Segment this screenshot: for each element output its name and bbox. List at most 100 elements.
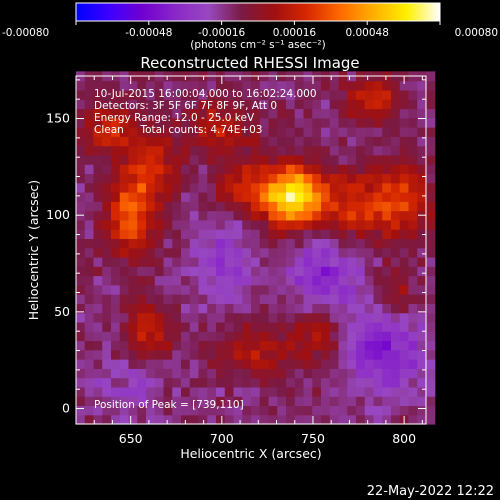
heatmap-cell: [329, 201, 340, 212]
heatmap-cell: [111, 294, 121, 304]
heatmap-cell: [207, 266, 217, 277]
heatmap-cell: [338, 368, 348, 379]
heatmap-cell: [329, 210, 340, 221]
heatmap-cell: [76, 127, 86, 137]
heatmap-cell: [347, 359, 357, 369]
heatmap-cell: [303, 173, 313, 184]
heatmap-cell: [233, 396, 243, 407]
heatmap-cell: [102, 331, 112, 342]
heatmap-cell: [128, 201, 138, 212]
heatmap-cell: [198, 210, 208, 221]
heatmap-cell: [373, 266, 383, 277]
heatmap-cell: [76, 80, 86, 91]
heatmap-cell: [391, 182, 401, 193]
heatmap-cell: [373, 396, 383, 407]
heatmap-cell: [102, 396, 112, 407]
heatmap-cell: [84, 386, 95, 397]
heatmap-cell: [111, 340, 121, 351]
heatmap-cell: [251, 414, 261, 425]
heatmap-cell: [268, 117, 278, 128]
heatmap-cell: [119, 99, 130, 110]
heatmap-cell: [408, 359, 418, 369]
heatmap-cell: [399, 303, 410, 314]
heatmap-cell: [321, 164, 331, 175]
heatmap-cell: [399, 108, 410, 119]
heatmap-cell: [382, 312, 392, 323]
heatmap-cell: [137, 275, 147, 286]
heatmap-cell: [312, 256, 322, 267]
heatmap-cell: [356, 238, 366, 249]
heatmap-cell: [128, 145, 138, 156]
heatmap-cell: [399, 266, 410, 277]
heatmap-cell: [382, 275, 392, 286]
heatmap-cell: [76, 294, 86, 304]
heatmap-cell: [259, 201, 270, 212]
heatmap-cell: [242, 359, 252, 369]
heatmap-cell: [338, 303, 348, 314]
heatmap-cell: [321, 136, 331, 147]
heatmap-cell: [347, 108, 357, 119]
heatmap-cell: [294, 154, 305, 165]
heatmap-cell: [189, 303, 200, 314]
heatmap-cell: [312, 266, 322, 277]
heatmap-cell: [102, 136, 112, 147]
heatmap-cell: [294, 164, 305, 175]
heatmap-cell: [207, 414, 217, 425]
heatmap-cell: [181, 238, 191, 249]
heatmap-cell: [84, 89, 95, 100]
heatmap-cell: [277, 368, 287, 379]
heatmap-cell: [242, 238, 252, 249]
heatmap-cell: [321, 284, 331, 295]
heatmap-cell: [277, 377, 287, 388]
heatmap-cell: [251, 99, 261, 110]
heatmap-cell: [172, 321, 182, 332]
heatmap-cell: [102, 368, 112, 379]
heatmap-cell: [391, 284, 401, 295]
heatmap-cell: [373, 303, 383, 314]
heatmap-cell: [84, 192, 95, 202]
heatmap-cell: [137, 405, 147, 416]
heatmap-cell: [408, 340, 418, 351]
heatmap-cell: [417, 136, 427, 147]
heatmap-cell: [382, 396, 392, 407]
heatmap-cell: [259, 210, 270, 221]
heatmap-cell: [189, 238, 200, 249]
heatmap-cell: [111, 136, 121, 147]
heatmap-cell: [76, 275, 86, 286]
heatmap-cell: [111, 154, 121, 165]
heatmap-cell: [312, 340, 322, 351]
heatmap-cell: [426, 377, 436, 388]
heatmap-cell: [198, 247, 208, 258]
heatmap-cell: [364, 275, 375, 286]
heatmap-cell: [286, 414, 296, 425]
heatmap-cell: [399, 219, 410, 230]
heatmap-cell: [163, 414, 173, 425]
heatmap-cell: [347, 182, 357, 193]
heatmap-cell: [207, 164, 217, 175]
heatmap-cell: [181, 396, 191, 407]
heatmap-cell: [84, 405, 95, 416]
heatmap-cell: [102, 108, 112, 119]
heatmap-cell: [338, 340, 348, 351]
heatmap-cell: [233, 275, 243, 286]
heatmap-cell: [181, 182, 191, 193]
heatmap-cell: [76, 201, 86, 212]
heatmap-cell: [128, 386, 138, 397]
heatmap-cell: [268, 303, 278, 314]
heatmap-cell: [224, 284, 235, 295]
heatmap-cell: [84, 303, 95, 314]
heatmap-cell: [93, 414, 103, 425]
heatmap-cell: [189, 182, 200, 193]
heatmap-cell: [154, 275, 165, 286]
heatmap-cell: [321, 238, 331, 249]
heatmap-cell: [119, 368, 130, 379]
heatmap-cell: [251, 136, 261, 147]
heatmap-cell: [294, 396, 305, 407]
heatmap-cell: [391, 368, 401, 379]
heatmap-cell: [286, 256, 296, 267]
observation-info: 10-Jul-2015 16:00:04.000 to 16:02:24.000…: [94, 88, 317, 136]
heatmap-cell: [338, 164, 348, 175]
heatmap-cell: [111, 173, 121, 184]
heatmap-cell: [207, 229, 217, 239]
heatmap-cell: [242, 294, 252, 304]
